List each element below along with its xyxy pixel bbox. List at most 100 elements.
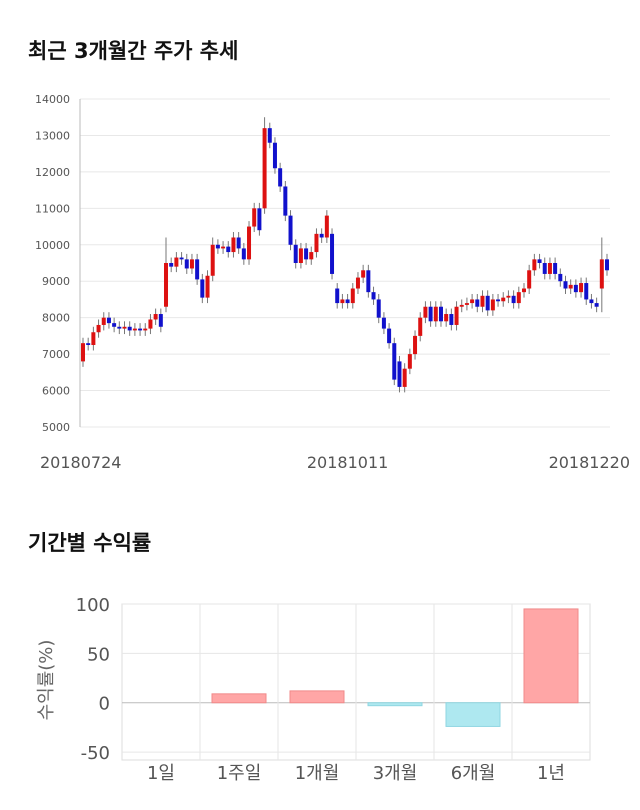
candle-body: [423, 306, 428, 318]
candle-body: [288, 215, 293, 245]
candle-body: [413, 335, 418, 355]
candle-body: [340, 299, 345, 304]
candle-body: [200, 279, 205, 298]
candle-body: [122, 326, 127, 329]
candle-body: [86, 343, 91, 345]
x-tick-label: 1개월: [295, 763, 340, 784]
y-tick-label: 13000: [35, 129, 70, 142]
candle-body: [418, 317, 423, 336]
y-tick-label: 7000: [42, 348, 70, 361]
candle-body: [210, 244, 215, 276]
x-tick-label: 20180724: [40, 453, 121, 472]
candle-body: [335, 288, 340, 304]
candle-body: [96, 324, 101, 333]
candle-body: [272, 142, 277, 169]
candle-body: [433, 306, 438, 322]
candle-body: [226, 246, 231, 253]
y-axis-label: 수익률(%): [36, 640, 57, 721]
y-tick-label: 11000: [35, 202, 70, 215]
candle-body: [169, 263, 174, 267]
candle-body: [579, 283, 584, 293]
candle-body: [438, 306, 443, 322]
y-tick-label: 14000: [35, 93, 70, 106]
x-tick-label: 20181220: [549, 453, 630, 472]
candle-body: [189, 259, 194, 269]
candle-body: [387, 328, 392, 344]
candle-body: [231, 237, 236, 253]
candle-body: [319, 233, 324, 238]
candle-body: [475, 299, 480, 307]
candle-body: [91, 332, 96, 345]
candle-body: [568, 284, 573, 289]
candle-body: [454, 306, 459, 325]
candle-body: [361, 270, 366, 278]
candle-body: [371, 292, 376, 300]
candle-body: [521, 288, 526, 293]
candle-body: [558, 273, 563, 282]
candle-body: [506, 295, 511, 298]
y-tick-label: -50: [81, 743, 110, 764]
candle-body: [314, 233, 319, 253]
candle-body: [324, 215, 329, 238]
candle-body: [345, 299, 350, 304]
candle-body: [470, 299, 475, 304]
candle-body: [464, 303, 469, 305]
candle-body: [511, 295, 516, 304]
candle-body: [298, 248, 303, 263]
candle-body: [589, 299, 594, 304]
bar: [523, 608, 579, 704]
candle-body: [594, 303, 599, 307]
bar: [367, 702, 423, 707]
candle-body: [158, 314, 163, 327]
x-tick-label: 3개월: [373, 763, 418, 784]
candle-body: [148, 319, 153, 329]
candle-body: [366, 270, 371, 293]
candle-body: [112, 323, 117, 327]
x-tick-label: 1일: [147, 763, 175, 784]
y-tick-label: 50: [87, 644, 110, 665]
candle-body: [573, 284, 578, 293]
candle-body: [532, 259, 537, 271]
candle-body: [304, 248, 309, 260]
candle-body: [547, 263, 552, 274]
candle-body: [407, 354, 412, 369]
candle-body: [350, 288, 355, 304]
candle-body: [376, 299, 381, 318]
candle-body: [221, 246, 226, 249]
y-tick-label: 5000: [42, 421, 70, 434]
candle-body: [485, 295, 490, 311]
candle-body: [164, 263, 169, 307]
candle-body: [402, 368, 407, 387]
candle-body: [428, 306, 433, 322]
candle-body: [480, 295, 485, 307]
bar: [211, 693, 267, 704]
candle-body: [143, 328, 148, 331]
candle-body: [127, 326, 132, 331]
y-tick-label: 12000: [35, 166, 70, 179]
candle-body: [599, 259, 604, 289]
y-tick-label: 9000: [42, 275, 70, 288]
candle-body: [241, 248, 246, 260]
candle-body: [459, 304, 464, 307]
candle-body: [449, 314, 454, 325]
candle-body: [101, 317, 106, 325]
candle-body: [501, 297, 506, 302]
candle-body: [174, 257, 179, 267]
candle-body: [132, 328, 137, 331]
candle-body: [184, 259, 189, 269]
bar: [445, 702, 501, 727]
candle-body: [516, 292, 521, 304]
y-tick-label: 100: [76, 595, 110, 616]
candle-body: [179, 257, 184, 260]
candle-body: [392, 343, 397, 380]
candle-body: [542, 263, 547, 274]
chart-title: 최근 3개월간 주가 추세: [28, 39, 238, 63]
candle-body: [527, 270, 532, 289]
candle-body: [330, 233, 335, 274]
y-tick-label: 6000: [42, 385, 70, 398]
y-tick-label: 0: [99, 694, 110, 715]
candle-body: [252, 208, 257, 227]
candle-body: [247, 226, 252, 260]
candle-body: [81, 343, 85, 362]
